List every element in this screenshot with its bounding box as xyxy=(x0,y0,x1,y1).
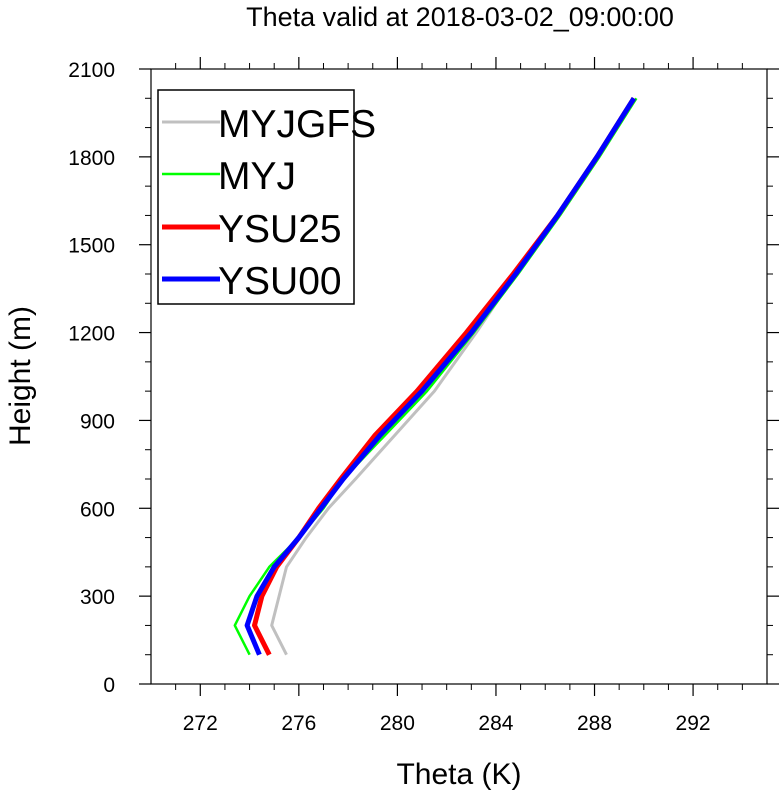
x-tick-label: 292 xyxy=(676,712,711,735)
series-layer xyxy=(233,96,638,656)
x-tick-label: 276 xyxy=(281,712,316,735)
legend-label-myj: MYJ xyxy=(218,155,296,198)
legend-label-myjgfs: MYJGFS xyxy=(218,103,376,146)
legend-label-ysu00: YSU00 xyxy=(218,260,342,303)
y-tick-label: 2100 xyxy=(68,59,115,82)
y-tick-label: 300 xyxy=(80,586,115,609)
legend: MYJGFS MYJ YSU25 YSU00 xyxy=(157,89,376,305)
y-tick-label: 600 xyxy=(80,498,115,521)
y-tick-label: 900 xyxy=(80,410,115,433)
series-line-ysu00 xyxy=(244,96,637,656)
x-tick-label: 272 xyxy=(183,712,218,735)
y-tick-label: 1200 xyxy=(68,323,115,346)
chart-title: Theta valid at 2018-03-02_09:00:00 xyxy=(246,2,674,32)
y-tick-label: 1500 xyxy=(68,235,115,258)
y-tick-label: 1800 xyxy=(68,147,115,170)
y-axis-label: Height (m) xyxy=(4,306,37,446)
x-tick-label: 284 xyxy=(478,712,513,735)
x-tick-label: 280 xyxy=(380,712,415,735)
x-axis-label: Theta (K) xyxy=(396,758,521,791)
y-tick-label: 0 xyxy=(103,674,115,697)
plot-frame xyxy=(150,68,768,685)
x-tick-label: 288 xyxy=(577,712,612,735)
legend-box xyxy=(157,89,355,305)
legend-label-ysu25: YSU25 xyxy=(218,208,342,251)
ticks-layer: 272 276 280 284 288 292 0 300 600 900 1200 1500 1800… xyxy=(68,57,779,735)
